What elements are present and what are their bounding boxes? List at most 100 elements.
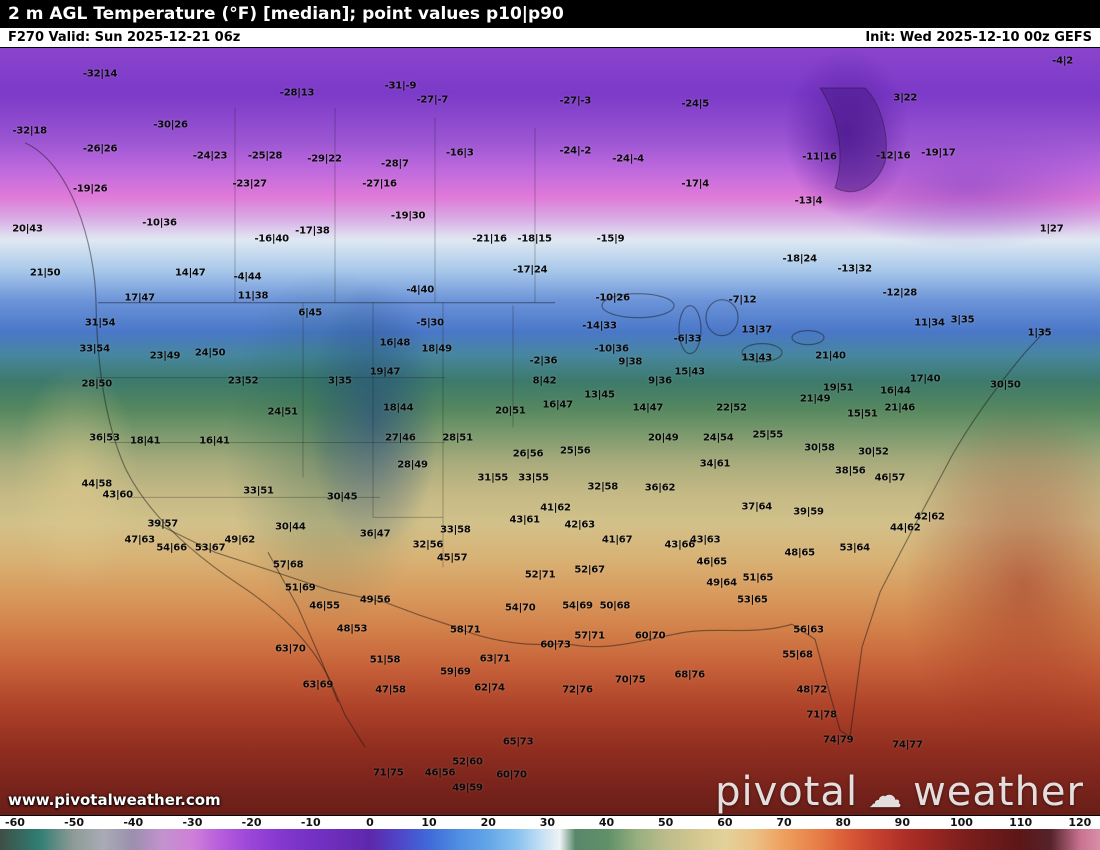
- point-value: 24|51: [267, 406, 298, 418]
- point-value: 28|50: [81, 378, 113, 390]
- point-value: 60|73: [540, 639, 571, 651]
- point-value: 44|62: [890, 522, 921, 534]
- point-value: -19|26: [72, 183, 108, 195]
- colorbar-tick: -60: [5, 816, 25, 829]
- point-value: 46|56: [424, 767, 456, 779]
- point-value: 71|75: [373, 767, 404, 779]
- point-value: 32|56: [412, 539, 444, 551]
- point-value: -10|26: [595, 292, 630, 304]
- point-value: 39|59: [793, 506, 824, 518]
- point-value: -15|9: [596, 233, 625, 245]
- point-value: -17|4: [681, 178, 710, 190]
- point-value: 18|44: [382, 402, 414, 414]
- point-value: 1|27: [1039, 223, 1064, 235]
- point-value: 53|67: [194, 542, 226, 554]
- point-value: 60|70: [634, 630, 666, 642]
- point-value: 52|67: [574, 564, 605, 576]
- point-value: 23|52: [227, 375, 259, 387]
- point-value: 22|52: [716, 402, 747, 414]
- brand-watermark: pivotal ☁ weather: [715, 769, 1084, 815]
- point-value: 63|70: [275, 643, 306, 655]
- point-value: -12|16: [875, 150, 911, 162]
- point-value: 13|45: [584, 389, 615, 401]
- map-canvas[interactable]: -32|14 -28|13 -31|-9 -27|-7 -27|-3 -24|5 3|22 -…: [0, 47, 1100, 815]
- point-value: -12|28: [882, 287, 918, 299]
- point-value: 49|64: [706, 577, 737, 589]
- point-value: 36|62: [644, 482, 676, 494]
- point-value: 21|46: [884, 402, 916, 414]
- point-value: 48|53: [336, 623, 368, 635]
- point-value: 74|77: [892, 739, 923, 751]
- point-value: 49|56: [359, 594, 391, 606]
- point-value: -23|27: [232, 178, 267, 190]
- colorbar-tick: -10: [300, 816, 321, 829]
- point-value: 43|66: [664, 539, 696, 551]
- point-value: 3|35: [950, 314, 975, 326]
- colorbar-tick: 100: [950, 816, 973, 829]
- point-value: 28|49: [397, 459, 428, 471]
- point-value: 21|40: [815, 350, 846, 362]
- point-value: 23|49: [149, 350, 181, 362]
- colorbar-tick: 10: [421, 816, 437, 829]
- cloud-icon: ☁: [868, 776, 904, 815]
- point-value: 38|56: [835, 465, 866, 477]
- point-value: 59|69: [440, 666, 471, 678]
- point-value: 20|43: [12, 223, 43, 235]
- point-value: 51|65: [742, 572, 774, 584]
- point-value: 33|58: [440, 524, 471, 536]
- point-value: 48|65: [784, 547, 815, 559]
- point-value: 74|79: [822, 734, 854, 746]
- point-value: 71|78: [806, 709, 837, 721]
- point-value: 3|22: [893, 92, 918, 104]
- point-value: 9|38: [618, 356, 643, 368]
- point-value: -7|12: [728, 294, 757, 306]
- colorbar-tick: -30: [182, 816, 203, 829]
- point-value: 20|51: [495, 405, 526, 417]
- valid-time: F270 Valid: Sun 2025-12-21 06z: [8, 30, 241, 45]
- point-value: -19|17: [921, 147, 956, 159]
- point-value: -17|24: [512, 264, 548, 276]
- point-value: 15|51: [847, 408, 878, 420]
- brand-word-pivotal: pivotal: [715, 769, 859, 815]
- point-value: 54|69: [562, 600, 593, 612]
- point-value: -6|33: [673, 333, 702, 345]
- point-value: 53|64: [839, 542, 870, 554]
- point-value: 33|51: [243, 485, 274, 497]
- point-value: 52|71: [524, 569, 556, 581]
- colorbar-tick: 120: [1068, 816, 1092, 829]
- point-value: 14|47: [175, 267, 206, 279]
- colorbar-tick: -20: [241, 816, 262, 829]
- point-value: 63|71: [479, 653, 511, 665]
- point-value: 24|54: [703, 432, 734, 444]
- map-borders: [24, 87, 1049, 748]
- point-value: 25|56: [560, 445, 591, 457]
- point-value: 16|47: [542, 399, 573, 411]
- point-value: -27|-3: [559, 95, 592, 107]
- point-value: 36|47: [359, 528, 391, 539]
- point-value: -19|30: [390, 210, 426, 222]
- point-value: 30|45: [326, 491, 358, 503]
- titlebar: 2 m AGL Temperature (°F) [median]; point…: [0, 0, 1100, 28]
- temperature-colorbar: -60 -50 -40 -30 -20 -10 0 10 20 30 40 50 60 70 80 90 100…: [0, 815, 1100, 850]
- point-value: 8|42: [532, 375, 557, 387]
- point-value: 51|58: [369, 654, 401, 666]
- point-value: 54|70: [505, 602, 536, 614]
- point-value: 42|62: [914, 511, 945, 523]
- point-value: 24|50: [194, 347, 226, 359]
- point-value: 46|65: [696, 556, 727, 568]
- point-value: -4|44: [233, 271, 262, 283]
- init-time: Init: Wed 2025-12-10 00z GEFS: [865, 30, 1092, 45]
- point-value: -32|18: [12, 125, 47, 137]
- point-value: 30|58: [804, 442, 835, 454]
- point-value: -16|40: [254, 233, 289, 245]
- point-value: 51|69: [285, 582, 316, 594]
- point-value: 43|61: [509, 514, 540, 526]
- point-value: 62|74: [474, 682, 505, 694]
- point-value: 57|71: [574, 630, 605, 642]
- point-value: 54|66: [156, 542, 187, 554]
- point-value: 14|47: [632, 402, 664, 414]
- map-title: 2 m AGL Temperature (°F) [median]; point…: [8, 4, 564, 24]
- colorbar-tick: 60: [717, 816, 733, 829]
- point-value: 39|57: [147, 518, 179, 530]
